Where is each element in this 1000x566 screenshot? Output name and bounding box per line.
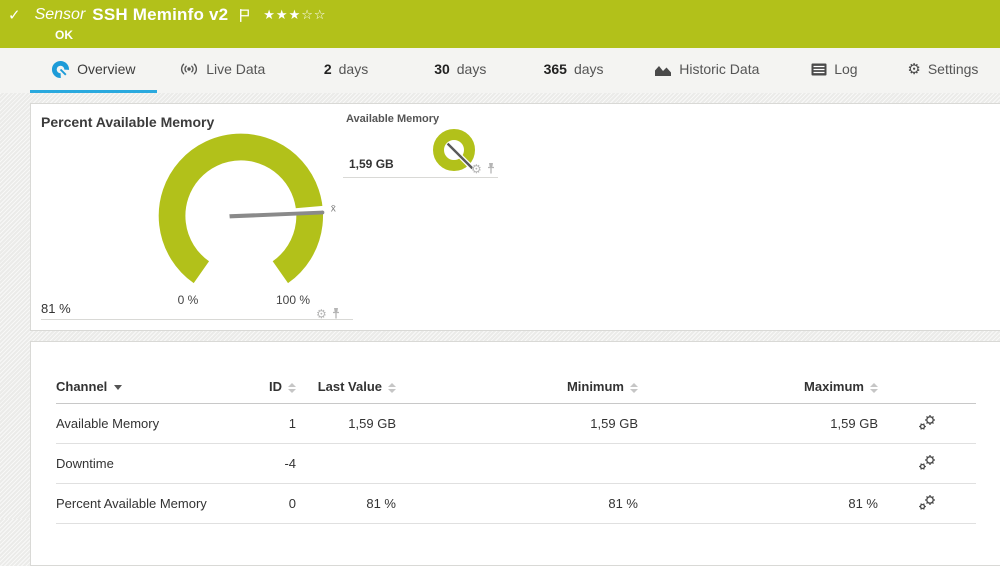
column-header-minimum[interactable]: Minimum	[396, 372, 638, 404]
table-row[interactable]: Available Memory 1 1,59 GB 1,59 GB 1,59 …	[56, 403, 976, 444]
channel-name: Available Memory	[56, 403, 256, 444]
percent-gauge-tools: ⚙	[316, 307, 341, 320]
gear-icon[interactable]: ⚙	[471, 161, 482, 176]
column-header-last-value[interactable]: Last Value	[296, 372, 396, 404]
gauge-icon	[51, 60, 70, 79]
tab-number: 365	[543, 61, 567, 77]
channel-maximum: 81 %	[638, 483, 878, 524]
channel-minimum: 81 %	[396, 483, 638, 524]
channel-last-value: 1,59 GB	[296, 403, 396, 444]
channel-settings-icon[interactable]	[917, 493, 937, 511]
column-label: Channel	[56, 379, 108, 394]
gauge-max-tick: 100 %	[275, 293, 311, 307]
channel-id: -4	[256, 443, 296, 484]
average-marker: x̄	[331, 204, 337, 215]
tab-label: days	[573, 61, 604, 77]
channel-last-value	[296, 443, 396, 484]
channel-last-value: 81 %	[296, 483, 396, 524]
pin-icon[interactable]	[486, 162, 496, 175]
tab-historic-data[interactable]: Historic Data	[631, 48, 783, 93]
tab-live-data[interactable]: Live Data	[157, 48, 288, 93]
column-label: ID	[269, 379, 282, 394]
sort-icon	[630, 382, 638, 393]
column-header-maximum[interactable]: Maximum	[638, 372, 878, 404]
tab-number: 30	[434, 61, 450, 77]
channel-id: 0	[256, 483, 296, 524]
tab-label: Live Data	[206, 61, 266, 77]
tab-label: Overview	[77, 61, 136, 77]
tab-label: Historic Data	[679, 61, 760, 77]
gear-icon[interactable]: ⚙	[316, 306, 327, 321]
tab-label: days	[338, 61, 369, 77]
channel-settings-icon[interactable]	[917, 413, 937, 431]
tab-bar: Overview Live Data 2 days 30 days 365 da…	[0, 48, 1000, 93]
tab-label: days	[456, 61, 487, 77]
sort-desc-icon	[114, 385, 123, 391]
tab-label: Log	[834, 61, 858, 77]
absolute-gauge	[433, 129, 475, 171]
percent-gauge-value: 81 %	[41, 301, 71, 316]
tab-settings[interactable]: ⚙ Settings	[886, 48, 1000, 93]
channel-minimum: 1,59 GB	[396, 403, 638, 444]
column-label: Minimum	[566, 379, 624, 394]
channel-maximum	[638, 443, 878, 484]
tab-2-days[interactable]: 2 days	[288, 48, 404, 93]
sort-icon	[288, 382, 296, 393]
tab-label: Settings	[927, 61, 979, 77]
tile-divider	[343, 177, 498, 178]
absolute-gauge-tools: ⚙	[471, 162, 496, 175]
tab-365-days[interactable]: 365 days	[516, 48, 630, 93]
table-row[interactable]: Percent Available Memory 0 81 % 81 % 81 …	[56, 483, 976, 524]
channel-maximum: 1,59 GB	[638, 403, 878, 444]
channel-name: Downtime	[56, 443, 256, 484]
absolute-gauge-title: Available Memory	[346, 113, 440, 125]
gauge-min-tick: 0 %	[177, 293, 199, 307]
tab-30-days[interactable]: 30 days	[404, 48, 516, 93]
sensor-name: SSH Meminfo v2	[92, 5, 229, 24]
tab-log[interactable]: Log	[783, 48, 886, 93]
status-check-icon: ✓	[8, 7, 21, 24]
column-header-channel[interactable]: Channel	[56, 372, 256, 404]
pin-icon[interactable]	[331, 307, 341, 320]
gauges-panel: Percent Available Memory x̄ 0 % 100 % 81…	[30, 103, 1000, 331]
percent-gauge: x̄	[158, 133, 337, 284]
channel-settings-icon[interactable]	[917, 453, 937, 471]
channel-table: Channel ID Last Value Minimum Maximum	[56, 372, 976, 524]
sort-icon	[870, 382, 878, 393]
sensor-header: ✓ Sensor SSH Meminfo v2 ★★★☆☆ OK	[0, 0, 1000, 48]
channels-panel: Channel ID Last Value Minimum Maximum	[30, 341, 1000, 566]
column-label: Maximum	[804, 379, 864, 394]
channel-id: 1	[256, 403, 296, 444]
column-header-id[interactable]: ID	[256, 372, 296, 404]
priority-flag-icon[interactable]	[239, 8, 250, 23]
table-row[interactable]: Downtime -4	[56, 443, 976, 484]
table-header-row: Channel ID Last Value Minimum Maximum	[56, 372, 976, 404]
sensor-status: OK	[55, 28, 73, 42]
tab-number: 2	[323, 61, 332, 77]
broadcast-icon	[179, 62, 199, 76]
column-label: Last Value	[317, 379, 382, 394]
channel-minimum	[396, 443, 638, 484]
log-list-icon	[811, 63, 827, 76]
column-header-actions	[878, 372, 976, 404]
channel-name: Percent Available Memory	[56, 483, 256, 524]
tile-divider	[41, 319, 353, 320]
priority-stars[interactable]: ★★★☆☆	[263, 7, 327, 22]
sort-icon	[388, 382, 396, 393]
area-chart-icon	[654, 62, 672, 77]
absolute-gauge-value: 1,59 GB	[349, 157, 394, 171]
tab-overview[interactable]: Overview	[30, 48, 157, 93]
percent-gauge-title: Percent Available Memory	[41, 114, 215, 130]
object-type-label: Sensor	[34, 6, 86, 23]
gear-icon: ⚙	[907, 60, 921, 78]
